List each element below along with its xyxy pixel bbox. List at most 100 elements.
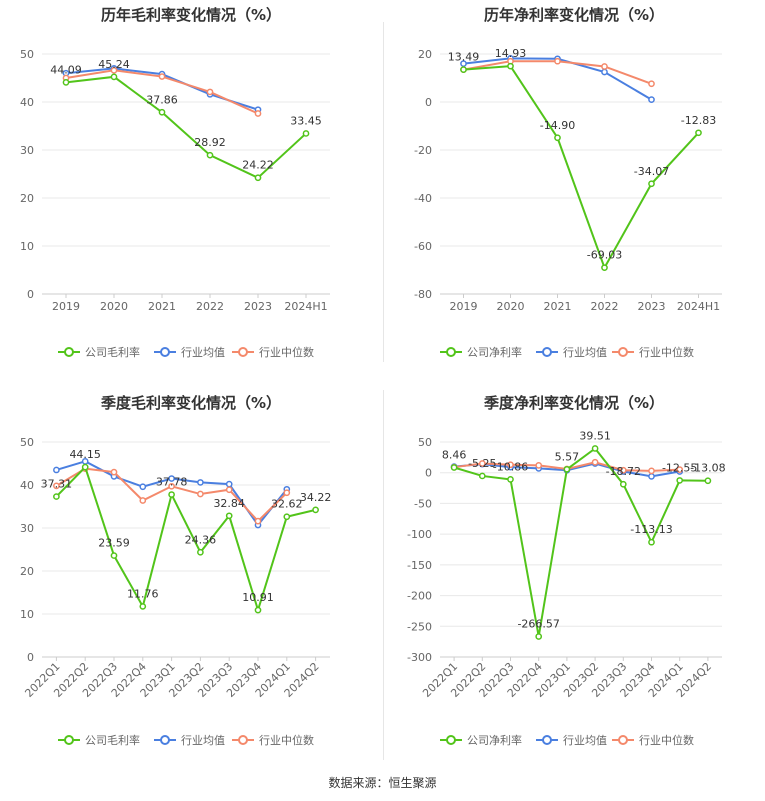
y-tick-label: -20 (414, 144, 432, 157)
y-tick-label: 20 (20, 192, 34, 205)
data-label: 44.15 (69, 448, 101, 461)
quarterly-gross-margin-chart: 季度毛利率变化情况（%）010203040502022Q12022Q22022Q… (20, 394, 332, 747)
industry_median-point (507, 461, 514, 469)
company-point (158, 108, 166, 116)
x-tick-label: 2022 (591, 300, 619, 313)
x-tick-label: 2024H1 (677, 300, 720, 313)
data-label: 28.92 (194, 136, 226, 149)
y-tick-label: 0 (27, 288, 34, 301)
data-label: 24.22 (242, 159, 274, 172)
y-tick-label: -60 (414, 240, 432, 253)
company-point (591, 445, 599, 452)
legend-label: 公司净利率 (467, 733, 522, 747)
industry_avg-point (53, 466, 60, 474)
panel-divider-top (383, 22, 384, 362)
data-label: 32.62 (271, 498, 303, 511)
panel-divider-bottom (383, 390, 384, 760)
company-point (695, 129, 702, 137)
industry_median-point (535, 461, 543, 469)
industry_median-line (463, 60, 652, 85)
y-tick-label: 50 (20, 48, 34, 61)
company-line (453, 447, 708, 637)
y-tick-label: -150 (407, 559, 432, 572)
industry_median-point (478, 460, 486, 467)
company-point (110, 73, 118, 81)
y-tick-label: 0 (425, 96, 432, 109)
legend-label: 行业均值 (181, 734, 225, 747)
company-point (478, 472, 486, 480)
data-label: 11.76 (127, 587, 159, 600)
legend-label: 行业中位数 (639, 733, 694, 747)
legend-swatch-marker (542, 347, 552, 357)
data-label: 45.24 (98, 58, 130, 71)
industry_median-point (619, 466, 627, 474)
company-point (704, 477, 712, 485)
industry_median-point (554, 57, 561, 65)
legend-swatch-marker (542, 735, 552, 745)
company-point (206, 151, 214, 159)
data-label: 37.86 (146, 93, 178, 106)
company-line (463, 65, 700, 271)
quarterly-gross-margin-panel: 季度毛利率变化情况（%） 0 10 20 30 40 50 2022Q1 2022Q2 2022Q… (0, 388, 382, 758)
company-point (312, 506, 319, 514)
annual-net-margin-panel: 历年净利率变化情况（%） -80 -60 -40 -20 0 20 2019 2020 2021 2… (383, 0, 765, 370)
company-point (450, 464, 458, 471)
company-point (648, 538, 655, 546)
legend-swatch-marker (160, 347, 170, 357)
industry_avg-point (225, 480, 233, 488)
industry_median-point (53, 482, 60, 490)
industry_avg-point (197, 479, 204, 486)
industry_median-point (591, 458, 599, 466)
company-point (225, 512, 233, 520)
company-point (507, 62, 514, 70)
data-label: -266.57 (517, 617, 559, 630)
y-tick-label: 0 (425, 467, 432, 480)
company-point (554, 134, 561, 142)
industry_median-point (676, 466, 684, 473)
data-label: 34.22 (300, 491, 332, 504)
legend-label: 公司毛利率 (85, 345, 140, 359)
y-tick-label: 0 (27, 651, 34, 664)
x-tick-label: 2019 (450, 300, 478, 313)
data-label: 24.36 (185, 533, 217, 546)
company-point (197, 548, 204, 556)
x-tick-label: 2023 (244, 300, 272, 313)
data-label: 5.57 (555, 450, 580, 463)
industry_avg-point (168, 475, 175, 482)
industry_median-point (206, 88, 214, 96)
legend-swatch-marker (238, 735, 248, 745)
y-tick-label: 10 (20, 608, 34, 621)
y-tick-label: 40 (20, 479, 34, 492)
y-tick-label: -50 (414, 497, 432, 510)
y-tick-label: 50 (20, 436, 34, 449)
data-label: -10.86 (493, 460, 528, 473)
annual-gross-margin-panel: 历年毛利率变化情况（%） 0 10 20 30 40 50 2019 2020 2021 2022 2… (0, 0, 382, 370)
company-point (619, 480, 627, 488)
company-point (648, 180, 655, 188)
legend-label: 行业中位数 (259, 733, 314, 747)
industry_median-point (197, 490, 204, 498)
company-point (563, 465, 571, 473)
data-label: 37.31 (41, 478, 73, 491)
x-tick-label: 2020 (100, 300, 128, 313)
y-tick-label: 40 (20, 96, 34, 109)
industry_median-point (283, 489, 291, 497)
x-tick-label: 2021 (544, 300, 572, 313)
legend-label: 行业中位数 (259, 345, 314, 359)
x-tick-label: 2021 (148, 300, 176, 313)
y-tick-label: -300 (407, 651, 432, 664)
data-label: -12.83 (681, 114, 716, 127)
data-label: 33.45 (290, 114, 322, 127)
industry_avg-point (460, 60, 467, 67)
company-line (55, 465, 316, 614)
industry_median-point (648, 80, 655, 88)
company-point (283, 513, 291, 521)
industry_median-point (110, 468, 118, 476)
company-point (62, 79, 70, 86)
annual-gross-margin-chart: 历年毛利率变化情况（%） 0 10 20 30 40 50 2019 2020 2021 2022 2… (20, 6, 330, 359)
y-tick-label: -80 (414, 288, 432, 301)
company-point (139, 603, 147, 610)
company-line (65, 75, 307, 179)
x-tick-label: 2020 (497, 300, 525, 313)
legend-swatch-marker (618, 735, 628, 745)
